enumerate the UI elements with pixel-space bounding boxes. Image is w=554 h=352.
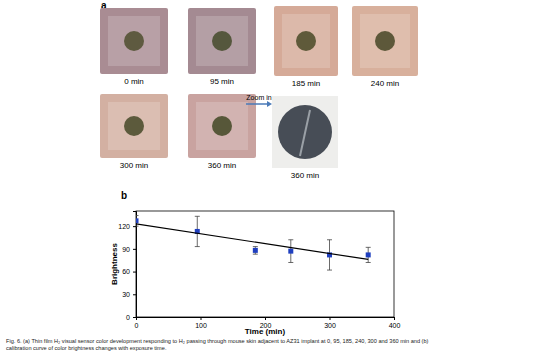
error-bar-cap xyxy=(136,215,139,216)
error-bar-cap xyxy=(253,246,258,247)
tick-label: 400 xyxy=(389,322,401,329)
photo-background xyxy=(272,96,338,168)
photo xyxy=(188,94,256,158)
error-bar xyxy=(366,247,371,262)
y-axis: 0 30 60 90 120 xyxy=(118,212,136,321)
photo-background xyxy=(352,6,418,76)
tick-mark xyxy=(133,272,136,273)
zoom-label: Zoom in xyxy=(246,94,271,101)
photo-label: 360 min xyxy=(208,161,236,170)
tick-mark xyxy=(133,226,136,227)
tick: 100 xyxy=(195,317,207,329)
sensor-spot xyxy=(375,31,395,51)
plot-frame xyxy=(136,211,394,317)
film xyxy=(196,16,248,66)
tick-mark xyxy=(133,317,136,318)
error-bar-cap xyxy=(327,270,332,271)
error-bar-cap xyxy=(136,226,139,227)
photo-background xyxy=(188,8,256,74)
tick: 30 xyxy=(122,291,136,298)
error-bar-cap xyxy=(288,239,293,240)
caption-line: Fig. 6. (a) Thin film H₂ visual sensor c… xyxy=(6,338,429,344)
fit-line xyxy=(136,224,368,260)
caption-line: calibration curve of color brightness ch… xyxy=(6,345,167,351)
figure: a0 min95 min185 min240 min300 min360 min… xyxy=(0,0,554,352)
tick: 90 xyxy=(122,246,136,253)
photo-background xyxy=(100,8,168,74)
x-axis-title: Time (min) xyxy=(245,327,286,336)
film xyxy=(282,14,330,68)
data-point xyxy=(288,249,293,254)
tick-label: 0 xyxy=(126,314,130,321)
error-bar xyxy=(288,240,293,263)
tick: 400 xyxy=(389,317,401,329)
photo xyxy=(274,6,338,76)
sensor-spot xyxy=(124,31,144,51)
tick-label: 100 xyxy=(195,322,207,329)
tick: 0 xyxy=(135,317,139,329)
error-bar xyxy=(195,216,200,246)
photo-background xyxy=(188,94,256,158)
error-bar-cap xyxy=(195,216,200,217)
tick-label: 90 xyxy=(122,246,130,253)
zoom-arrowhead xyxy=(267,101,272,107)
photo xyxy=(100,94,168,158)
photo-label: 95 min xyxy=(210,77,234,86)
zoom-photo xyxy=(272,96,338,168)
tick-label: 300 xyxy=(324,322,336,329)
data-point xyxy=(253,248,258,253)
photo xyxy=(100,8,168,74)
tick: 60 xyxy=(122,268,136,275)
tick-label: 120 xyxy=(118,223,130,230)
photo-label: 240 min xyxy=(371,79,399,88)
photo-label: 185 min xyxy=(292,79,320,88)
sensor-spot xyxy=(212,116,232,136)
tick-mark xyxy=(201,317,202,320)
photo-label: 300 min xyxy=(120,161,148,170)
tick-mark xyxy=(265,317,266,320)
panel-label: b xyxy=(121,190,127,201)
sensor-spot xyxy=(212,31,232,51)
tick-mark xyxy=(394,317,395,320)
film xyxy=(196,102,248,150)
film xyxy=(108,102,160,150)
film xyxy=(108,16,160,66)
axis-line xyxy=(137,318,395,321)
error-bar-cap xyxy=(288,262,293,263)
tick-label: 30 xyxy=(122,291,130,298)
tick-mark xyxy=(330,317,331,320)
y-axis-title: Brightness xyxy=(110,243,119,285)
photo-background xyxy=(274,6,338,76)
error-bar-cap xyxy=(366,262,371,263)
sensor-spot xyxy=(124,116,144,136)
streak xyxy=(300,110,310,156)
error-bar-cap xyxy=(195,246,200,247)
data-point xyxy=(136,218,139,223)
sensor-spot xyxy=(296,31,316,51)
zoom-arrow xyxy=(246,103,267,105)
photo-label: 360 min xyxy=(291,171,319,180)
error-bar xyxy=(253,247,258,255)
tick: 0 xyxy=(126,314,136,321)
sensor-spot xyxy=(278,105,332,159)
photo xyxy=(352,6,418,76)
error-bar-cap xyxy=(327,239,332,240)
photo-label: 0 min xyxy=(124,77,144,86)
tick-label: 60 xyxy=(122,268,130,275)
axis-line xyxy=(133,212,137,318)
tick-label: 0 xyxy=(135,322,139,329)
plot-area xyxy=(136,216,371,271)
error-bar-cap xyxy=(253,254,258,255)
data-point xyxy=(366,252,371,257)
photo-background xyxy=(100,94,168,158)
film xyxy=(360,14,410,68)
tick-mark xyxy=(133,294,136,295)
tick-mark xyxy=(133,249,136,250)
tick: 120 xyxy=(118,223,136,230)
tick: 300 xyxy=(324,317,336,329)
error-bar xyxy=(327,240,332,270)
photo xyxy=(188,8,256,74)
error-bar-cap xyxy=(366,247,371,248)
